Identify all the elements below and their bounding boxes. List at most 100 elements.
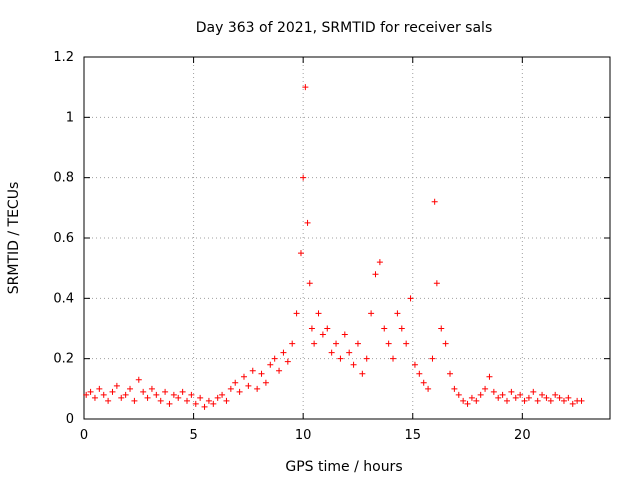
data-point: [539, 391, 546, 398]
data-point: [543, 394, 550, 401]
data-point: [113, 382, 120, 389]
y-tick-label: 1: [66, 110, 74, 125]
data-point: [131, 397, 138, 404]
data-point: [420, 379, 427, 386]
data-point: [223, 397, 230, 404]
data-point: [495, 394, 502, 401]
data-point: [324, 325, 331, 332]
y-tick-label: 1.2: [53, 50, 74, 65]
data-point: [170, 391, 177, 398]
data-point: [254, 385, 261, 392]
y-tick-label: 0.4: [53, 291, 74, 306]
x-axis-label: GPS time / hours: [285, 459, 402, 475]
data-point: [188, 391, 195, 398]
data-point: [368, 310, 375, 317]
data-point: [468, 394, 475, 401]
data-point: [350, 361, 357, 368]
data-point: [153, 391, 160, 398]
data-point: [122, 391, 129, 398]
data-point: [482, 385, 489, 392]
data-point: [179, 388, 186, 395]
data-point: [240, 373, 247, 380]
y-tick-label: 0: [66, 412, 74, 427]
data-point: [517, 391, 524, 398]
data-point: [157, 397, 164, 404]
data-point: [464, 400, 471, 407]
y-tick-label: 0.6: [53, 231, 74, 246]
data-point: [346, 349, 353, 356]
data-point: [87, 388, 94, 395]
data-point: [105, 397, 112, 404]
data-point: [521, 397, 528, 404]
data-point: [311, 340, 318, 347]
data-point: [100, 391, 107, 398]
data-point: [304, 219, 311, 226]
data-point: [442, 340, 449, 347]
data-point: [297, 250, 304, 257]
data-point: [473, 397, 480, 404]
data-point: [148, 385, 155, 392]
data-point: [271, 355, 278, 362]
data-point: [302, 84, 309, 91]
data-point: [552, 391, 559, 398]
data-point: [192, 400, 199, 407]
data-point: [162, 388, 169, 395]
data-point: [403, 340, 410, 347]
data-point: [293, 310, 300, 317]
data-point: [460, 397, 467, 404]
data-point: [280, 349, 287, 356]
data-point: [398, 325, 405, 332]
data-point: [477, 391, 484, 398]
data-point: [354, 340, 361, 347]
data-point: [284, 358, 291, 365]
y-axis-label: SRMTID / TECUs: [6, 182, 22, 295]
data-point: [109, 388, 116, 395]
plot-frame: [83, 56, 611, 420]
data-point: [394, 310, 401, 317]
data-point: [455, 391, 462, 398]
data-point: [289, 340, 296, 347]
data-point: [306, 280, 313, 287]
data-point: [490, 388, 497, 395]
data-point: [328, 349, 335, 356]
data-point: [433, 280, 440, 287]
data-point: [438, 325, 445, 332]
data-point: [258, 370, 265, 377]
x-tick-label: 20: [514, 428, 531, 443]
data-point: [547, 397, 554, 404]
data-point: [135, 376, 142, 383]
data-point: [236, 388, 243, 395]
data-point: [508, 388, 515, 395]
data-point: [166, 400, 173, 407]
data-point: [525, 394, 532, 401]
data-point: [219, 391, 226, 398]
data-point: [359, 370, 366, 377]
data-point: [175, 394, 182, 401]
data-points: [83, 84, 585, 410]
data-point: [245, 382, 252, 389]
data-point: [337, 355, 344, 362]
y-tick-label: 0.2: [53, 352, 74, 367]
data-point: [578, 397, 585, 404]
data-point: [205, 397, 212, 404]
data-point: [308, 325, 315, 332]
data-point: [556, 394, 563, 401]
data-point: [512, 394, 519, 401]
data-point: [83, 391, 90, 398]
data-point: [214, 394, 221, 401]
data-point: [262, 379, 269, 386]
data-point: [416, 370, 423, 377]
data-point: [249, 367, 256, 374]
data-point: [140, 388, 147, 395]
data-point: [118, 394, 125, 401]
chart-title: Day 363 of 2021, SRMTID for receiver sal…: [196, 20, 492, 36]
data-point: [319, 331, 326, 338]
axis-ticks: 0 5 10 15 20 0 0.2 0.4 0.6 0.8 1 1.2: [53, 50, 610, 443]
data-point: [127, 385, 134, 392]
data-point: [184, 397, 191, 404]
data-point: [276, 367, 283, 374]
x-tick-label: 15: [404, 428, 421, 443]
x-tick-label: 5: [189, 428, 197, 443]
data-point: [429, 355, 436, 362]
data-point: [381, 325, 388, 332]
